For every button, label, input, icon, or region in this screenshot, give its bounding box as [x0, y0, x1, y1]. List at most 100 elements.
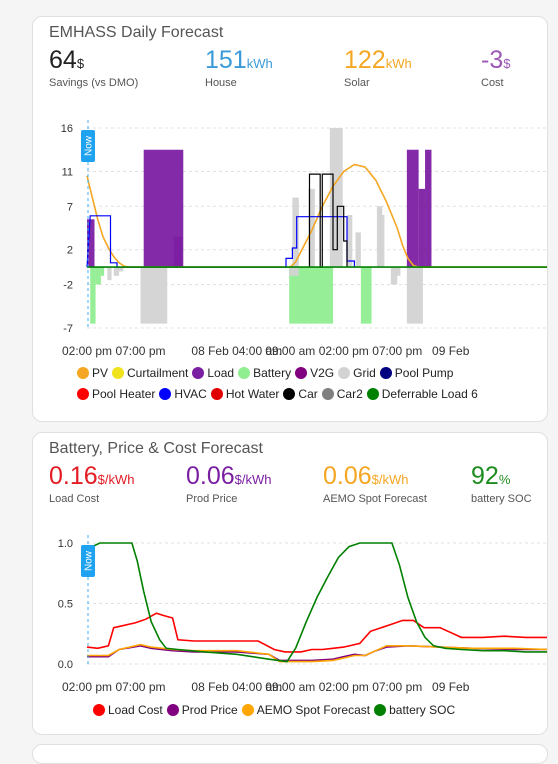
- x-tick-label: 02:00 pm: [62, 680, 112, 694]
- legend-dot-icon: [283, 388, 296, 400]
- legend-label: Car2: [336, 387, 363, 401]
- stat-unit: $/kWh: [97, 472, 135, 487]
- load-cost-line: [86, 612, 547, 653]
- load-bar: [418, 188, 426, 268]
- x-tick-label: 02:00 pm: [319, 680, 369, 694]
- aemo-spot-stat[interactable]: 0.06$/kWh AEMO Spot Forecast: [323, 461, 427, 505]
- grid-bar: [292, 197, 299, 268]
- legend-label: Pool Heater: [92, 387, 156, 401]
- x-tick-label: 07:00 pm: [115, 344, 165, 358]
- prod-price-stat[interactable]: 0.06$/kWh Prod Price: [186, 461, 272, 505]
- pv-line: [86, 163, 547, 268]
- legend-label: Load: [207, 366, 235, 380]
- stat-label: battery SOC: [471, 493, 532, 505]
- legend-dot-icon: [238, 367, 251, 379]
- now-badge: [81, 130, 95, 162]
- legend-item[interactable]: Battery: [238, 363, 291, 384]
- legend-item[interactable]: Prod Price: [166, 700, 238, 721]
- x-tick-label: 08 Feb 04:00 am: [191, 344, 282, 358]
- stat-unit: $/kWh: [371, 472, 409, 487]
- legend-item[interactable]: AEMO Spot Forecast: [241, 700, 371, 721]
- x-tick-label: 09 Feb: [432, 680, 470, 694]
- grid-bar: [308, 188, 315, 268]
- legend-item[interactable]: PV: [77, 363, 108, 384]
- stat-unit: $: [76, 56, 85, 71]
- legend-item[interactable]: Car2: [321, 384, 363, 405]
- battery-soc-line: [86, 542, 547, 663]
- x-tick-label: 08 Feb 04:00 am: [191, 680, 282, 694]
- legend-item[interactable]: battery SOC: [374, 700, 455, 721]
- stat-value: 0.16: [49, 462, 98, 490]
- chart-legend: Load Cost Prod Price AEMO Spot Forecast bat…: [93, 700, 459, 721]
- hvac-line: [86, 215, 355, 268]
- battery-bar: [95, 267, 101, 285]
- legend-label: Deferrable Load 6: [381, 387, 478, 401]
- legend-dot-icon: [77, 367, 89, 379]
- legend-dot-icon: [321, 388, 334, 400]
- legend-item[interactable]: Pool Pump: [379, 363, 454, 384]
- legend-label: Grid: [353, 366, 376, 380]
- y-tick-label: -2: [63, 280, 73, 292]
- solar-stat[interactable]: 122kWh Solar: [344, 45, 412, 89]
- legend-item[interactable]: Load Cost: [93, 700, 163, 721]
- savings-stat[interactable]: 64$ Savings (vs DMO): [49, 45, 138, 89]
- legend-dot-icon: [210, 388, 223, 400]
- legend-item[interactable]: HVAC: [159, 384, 207, 405]
- legend-item[interactable]: Hot Water: [210, 384, 279, 405]
- legend-item[interactable]: Load: [192, 363, 234, 384]
- grid-bar: [113, 267, 120, 276]
- stat-value: 122: [344, 46, 386, 74]
- legend-dot-icon: [93, 704, 105, 716]
- now-label: Now: [84, 550, 95, 571]
- stat-label: Load Cost: [49, 493, 100, 505]
- load-bar: [425, 149, 432, 268]
- battery-bar: [100, 267, 105, 276]
- grid-bar: [346, 214, 353, 268]
- x-tick-label: 09:00 am: [265, 680, 315, 694]
- legend-item[interactable]: Grid: [338, 363, 376, 384]
- legend-label: HVAC: [174, 387, 207, 401]
- legend-item[interactable]: Deferrable Load 6: [366, 384, 478, 405]
- house-stat[interactable]: 151kWh House: [205, 45, 273, 89]
- x-tick-label: 02:00 pm: [62, 344, 112, 358]
- legend-label: Car: [298, 387, 318, 401]
- legend-item[interactable]: V2G: [295, 363, 334, 384]
- legend-label: PV: [92, 366, 109, 380]
- legend-dot-icon: [241, 704, 254, 716]
- battery-soc-stat[interactable]: 92% battery SOC: [471, 461, 532, 505]
- cost-stat[interactable]: -3$ Cost: [481, 45, 510, 89]
- load-bar: [173, 236, 183, 268]
- legend-dot-icon: [159, 388, 172, 400]
- y-tick-label: 16: [61, 123, 73, 135]
- y-tick-label: 11: [62, 166, 73, 178]
- battery-bar: [289, 267, 334, 324]
- y-tick-label: 0.0: [58, 659, 73, 671]
- stat-unit: $: [503, 56, 511, 71]
- legend-dot-icon: [77, 388, 89, 400]
- legend-label: Load Cost: [108, 703, 163, 717]
- legend-item[interactable]: Curtailment: [112, 363, 188, 384]
- stat-unit: $/kWh: [234, 472, 272, 487]
- legend-item[interactable]: Pool Heater: [77, 384, 155, 405]
- load-bar: [87, 219, 95, 268]
- legend-item[interactable]: Car: [283, 384, 318, 405]
- grid-bar: [329, 128, 343, 268]
- card-title: EMHASS Daily Forecast: [49, 24, 224, 41]
- legend-label: AEMO Spot Forecast: [256, 703, 371, 717]
- car-line: [308, 173, 348, 268]
- load-cost-stat[interactable]: 0.16$/kWh Load Cost: [49, 461, 135, 505]
- grid-bar: [355, 232, 361, 268]
- legend-dot-icon: [374, 704, 387, 716]
- legend-label: Pool Pump: [394, 366, 454, 380]
- y-tick-label: 0.5: [58, 599, 73, 611]
- price-forecast-chart[interactable]: 1.00.50.002:00 pm 07:00 pm 08 Feb 04:00 am…: [33, 533, 549, 703]
- grid-bar: [396, 267, 401, 276]
- legend-dot-icon: [112, 367, 125, 379]
- y-tick-label: 7: [67, 201, 73, 213]
- load-bar: [406, 149, 419, 268]
- legend-dot-icon: [192, 367, 205, 379]
- stat-label: House: [205, 77, 237, 89]
- price-card: Battery, Price & Cost Forecast 0.16$/kWh…: [32, 432, 548, 735]
- next-card: [32, 744, 548, 764]
